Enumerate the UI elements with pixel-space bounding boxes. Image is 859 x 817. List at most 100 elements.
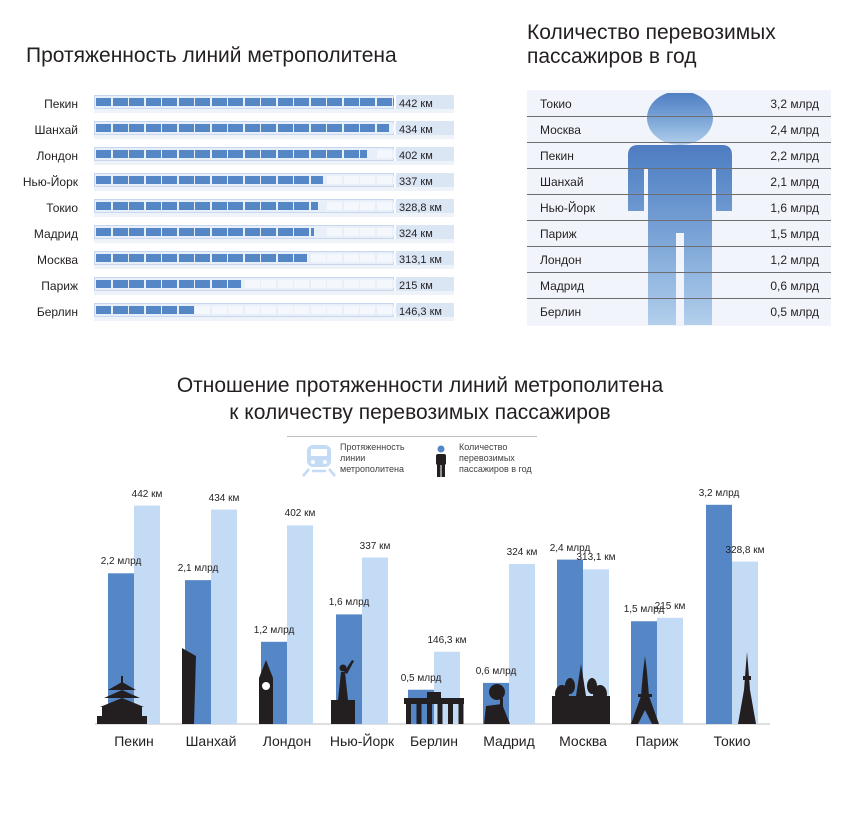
length-row-value: 442 км [396,95,454,113]
length-bar-segment [310,150,326,158]
length-row-value: 337 км [396,173,454,191]
length-bar-segment [112,254,128,262]
length-row-track [94,225,408,239]
length-bar-segment [145,98,161,106]
passenger-row-city: Берлин [540,305,582,319]
length-bar-segment [112,98,128,106]
length-bar-segment [277,228,293,236]
empty-segment [343,228,359,236]
length-bar-segment [195,124,210,132]
length-row-city: Берлин [36,305,78,319]
length-bar [362,557,388,724]
passenger-row-value: 2,4 млрд [770,123,819,137]
empty-segment [343,202,359,210]
legend-passengers-label: Количество перевозимых пассажиров в год [459,442,532,474]
length-bar-segment [195,228,210,236]
passenger-row: Берлин 0,5 млрд [527,299,831,325]
length-row: Токио 328,8 км [12,199,454,217]
length-bar-segment [343,98,359,106]
length-bar-segment [162,306,177,314]
length-bar-segment [244,202,260,210]
train-wheels [94,213,454,217]
length-bar-segment [178,228,194,236]
empty-segment [228,306,243,314]
length-bar-segment [294,228,309,236]
length-row: Лондон 402 км [12,147,454,165]
passenger-row-city: Лондон [540,253,582,267]
length-bar-segment [129,98,144,106]
passenger-chart-title: Количество перевозимых пассажиров в год [527,21,776,68]
length-bar-segment [376,98,392,106]
length-bar-segment [360,124,375,132]
length-bar-segment [178,280,194,288]
length-bar-segment [96,176,111,184]
length-bar-segment [228,228,243,236]
passenger-row: Москва 2,4 млрд [527,117,831,143]
shanghai-tower-icon [182,648,196,724]
length-row: Пекин 442 км [12,95,454,113]
length-value-label: 328,8 км [725,544,765,556]
person-head [647,93,713,145]
length-bar [509,563,535,724]
person-legend-icon [436,445,446,477]
length-row-track [94,303,408,317]
passenger-row: Токио 3,2 млрд [527,91,831,117]
passenger-row-value: 1,6 млрд [770,201,819,215]
empty-segment [277,280,293,288]
length-value-label: 337 км [359,540,391,552]
category-label: Нью-Йорк [329,733,395,749]
length-bar-segment [96,98,111,106]
length-row-track [94,277,408,291]
length-bar-segment [129,176,144,184]
empty-segment [310,306,326,314]
length-value-label: 434 км [208,492,240,504]
length-bar-segment [145,280,161,288]
length-bar-segment [96,306,111,314]
length-bar-segment [211,98,227,106]
length-value-label: 402 км [284,508,316,520]
length-bar-segment [310,202,318,210]
empty-segment [343,176,359,184]
passenger-value-label: 1,5 млрд [623,604,665,616]
category-label: Париж [635,733,679,749]
passenger-row-value: 0,6 млрд [770,279,819,293]
category-label: Берлин [409,733,458,749]
length-bar-segment [310,228,315,236]
length-bar-segment [195,150,210,158]
length-bar-segment [211,228,227,236]
passenger-value-label: 2,1 млрд [177,563,219,575]
length-bar-segment [294,254,308,262]
length-row: Париж 215 км [12,277,454,295]
length-bar-segment [360,150,368,158]
empty-segment [376,176,392,184]
length-bar-segment [211,150,227,158]
length-bar-segment [145,202,161,210]
length-bar-segment [129,124,144,132]
st-basils-cathedral-icon [552,664,610,724]
length-value-label: 146,3 км [427,634,467,646]
passenger-value-label: 1,2 млрд [253,624,295,636]
length-bar [134,505,160,724]
train-wheels [94,265,454,269]
passenger-row-value: 1,5 млрд [770,227,819,241]
length-bar-segment [112,176,128,184]
length-bar-segment [178,202,194,210]
empty-segment [277,306,293,314]
empty-segment [327,176,342,184]
empty-segment [244,280,260,288]
empty-segment [327,202,342,210]
train-wheels [94,239,454,243]
length-bar-segment [129,150,144,158]
length-bar [211,509,237,724]
passenger-row: Париж 1,5 млрд [527,221,831,247]
legend-length-label: Протяженность линии метрополитена [340,442,405,474]
empty-segment [327,254,342,262]
passenger-row-value: 1,2 млрд [770,253,819,267]
empty-segment [360,176,375,184]
empty-segment [211,306,227,314]
length-bar-segment [327,150,342,158]
length-bar-segment [195,98,210,106]
empty-segment [376,280,392,288]
length-bar-segment [277,150,293,158]
length-row-track [94,121,408,135]
